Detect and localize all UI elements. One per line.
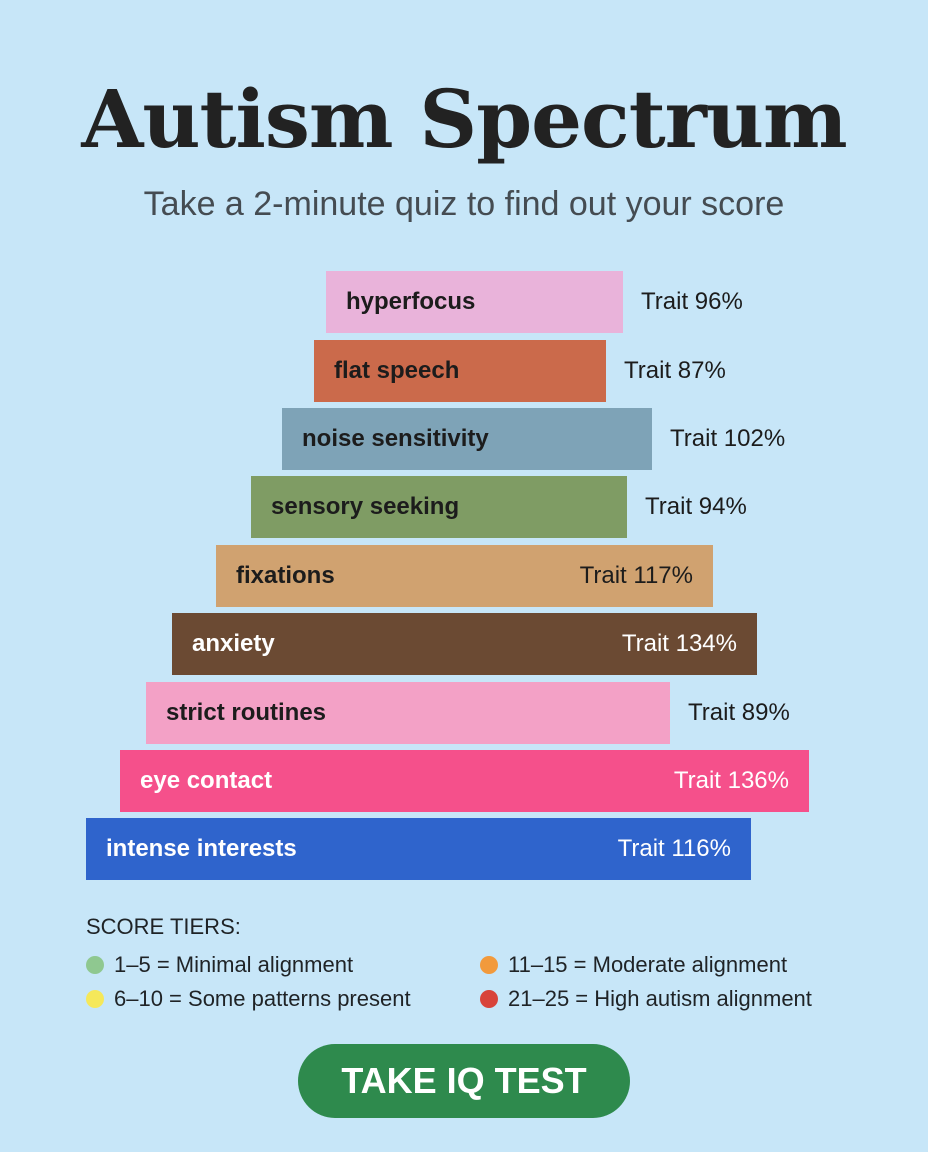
trait-label: flat speech bbox=[334, 357, 460, 384]
trait-bar-intense-interests: intense interests Trait 116% bbox=[86, 818, 751, 880]
trait-bar-eye-contact: eye contact Trait 136% bbox=[120, 750, 809, 812]
trait-label: strict routines bbox=[166, 699, 327, 726]
trait-bar-flat-speech: flat speech Trait 87% bbox=[314, 340, 726, 402]
legend-item-minimal: 1–5 = Minimal alignment bbox=[86, 950, 353, 980]
trait-value: Trait 89% bbox=[688, 699, 790, 726]
trait-bar-hyperfocus: hyperfocus Trait 96% bbox=[326, 271, 743, 333]
legend-item-moderate: 11–15 = Moderate alignment bbox=[480, 950, 787, 980]
trait-value: Trait 96% bbox=[641, 288, 743, 315]
red-dot-icon bbox=[480, 990, 498, 1008]
page-title: Autism Spectrum bbox=[81, 72, 847, 166]
green-dot-icon bbox=[86, 956, 104, 974]
trait-label: fixations bbox=[236, 562, 335, 589]
legend-label: 11–15 = Moderate alignment bbox=[508, 952, 788, 977]
trait-bar-anxiety: anxiety Trait 134% bbox=[172, 613, 757, 675]
legend-item-high: 21–25 = High autism alignment bbox=[480, 984, 812, 1014]
legend-heading: SCORE TIERS: bbox=[86, 914, 241, 939]
take-iq-test-button[interactable]: TAKE IQ TEST bbox=[298, 1044, 630, 1118]
legend-label: 21–25 = High autism alignment bbox=[508, 986, 812, 1011]
trait-value: Trait 116% bbox=[617, 835, 731, 862]
orange-dot-icon bbox=[480, 956, 498, 974]
trait-bar-fixations: fixations Trait 117% bbox=[216, 545, 713, 607]
legend-label: 6–10 = Some patterns present bbox=[114, 986, 411, 1011]
trait-label: sensory seeking bbox=[271, 493, 460, 520]
page-subtitle: Take a 2-minute quiz to find out your sc… bbox=[143, 185, 785, 223]
trait-label: hyperfocus bbox=[346, 288, 476, 315]
legend-label: 1–5 = Minimal alignment bbox=[114, 952, 354, 977]
trait-value: Trait 117% bbox=[579, 562, 693, 589]
trait-label: anxiety bbox=[192, 630, 275, 657]
trait-bar-strict-routines: strict routines Trait 89% bbox=[146, 682, 790, 744]
trait-value: Trait 136% bbox=[673, 767, 789, 794]
trait-label: intense interests bbox=[106, 835, 297, 862]
legend-item-some-patterns: 6–10 = Some patterns present bbox=[86, 984, 411, 1014]
trait-bar-sensory-seeking: sensory seeking Trait 94% bbox=[251, 476, 747, 538]
trait-label: noise sensitivity bbox=[302, 425, 489, 452]
yellow-dot-icon bbox=[86, 990, 104, 1008]
trait-value: Trait 87% bbox=[624, 357, 726, 384]
trait-value: Trait 94% bbox=[645, 493, 747, 520]
trait-value: Trait 102% bbox=[670, 425, 786, 452]
trait-bars: hyperfocus Trait 96% flat speech Trait 8… bbox=[86, 271, 809, 880]
trait-bar-noise-sensitivity: noise sensitivity Trait 102% bbox=[282, 408, 785, 470]
trait-label: eye contact bbox=[140, 767, 273, 794]
trait-value: Trait 134% bbox=[621, 630, 737, 657]
